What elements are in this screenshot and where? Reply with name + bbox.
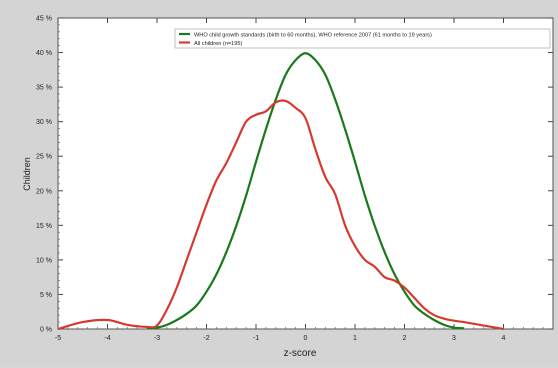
y-axis-label: Children [22, 157, 32, 191]
plot-background [57, 17, 554, 330]
y-tick-label: 35 % [36, 85, 52, 92]
y-tick-label: 0 % [40, 327, 52, 334]
y-tick-label: 25 % [36, 154, 52, 161]
x-tick-label: 4 [502, 335, 506, 342]
y-tick-label: 40 % [36, 50, 52, 57]
y-tick-label: 15 % [36, 223, 52, 230]
x-axis-label: z-score [284, 348, 317, 359]
legend-box [174, 28, 551, 49]
y-tick-label: 45 % [36, 16, 52, 23]
x-tick-label: 1 [353, 335, 357, 342]
x-tick-label: 2 [403, 335, 407, 342]
x-tick-label: -2 [203, 335, 209, 342]
who-reference-curve [147, 52, 464, 330]
y-tick-label: 20 % [36, 188, 52, 195]
y-tick-label: 30 % [36, 119, 52, 126]
x-tick-label: -3 [154, 335, 160, 342]
all-children-curve [57, 99, 504, 331]
x-tick-label: -5 [55, 335, 61, 342]
y-tick-label: 5 % [40, 292, 52, 299]
legend-label: WHO child growth standards (birth to 60 … [194, 32, 432, 38]
legend-label: All children (n=195) [194, 41, 242, 47]
x-tick-label: -1 [253, 335, 259, 342]
x-tick-label: -4 [104, 335, 110, 342]
x-tick-label: 3 [452, 335, 456, 342]
y-tick-label: 10 % [36, 257, 52, 264]
x-tick-label: 0 [304, 335, 308, 342]
